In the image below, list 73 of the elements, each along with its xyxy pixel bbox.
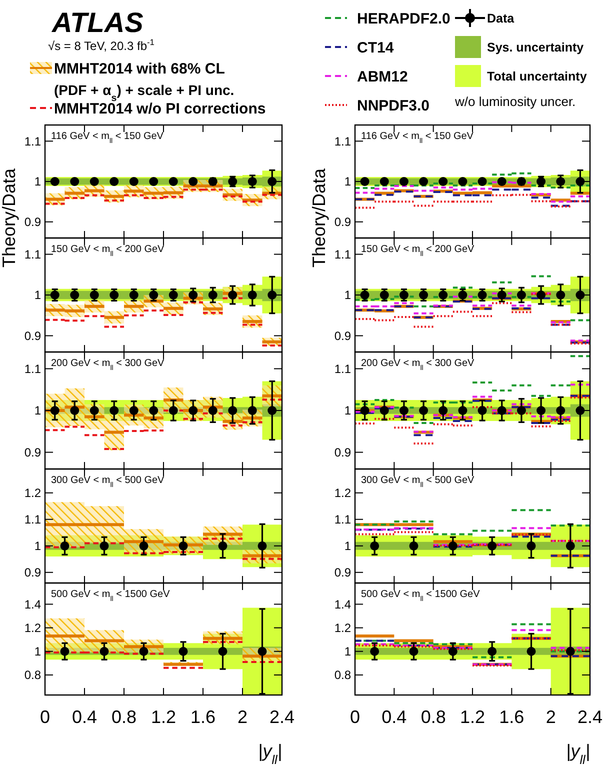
y-axis-title: Theory/Data <box>309 167 329 268</box>
x-tick-label: 2 <box>546 707 556 727</box>
x-tick-label: 0.8 <box>111 707 137 727</box>
text: w/o luminosity uncer. <box>454 94 576 109</box>
legend-label: Data <box>487 11 516 26</box>
y-tick-label: 1.4 <box>24 597 42 612</box>
y-tick-label: 1 <box>344 404 352 418</box>
y-tick-label: 1 <box>344 288 352 302</box>
x-tick-label: 2 <box>237 707 248 727</box>
y-tick-label: 1 <box>344 174 352 189</box>
y-tick-label: 0.9 <box>334 328 352 343</box>
y-tick-label: 1 <box>34 404 42 418</box>
y-tick-label: 1.4 <box>334 597 352 612</box>
annotation: 200 GeV < m$_{ll}$ < 300 GeV <box>51 358 165 372</box>
x-tick-label: 0.4 <box>382 707 407 727</box>
chart-title: ATLAS <box>51 7 144 38</box>
legend-label: NNPDF3.0 <box>357 97 430 114</box>
annotation: 500 GeV < m$_{ll}$ < 1500 GeV <box>361 589 480 602</box>
chart-subtitle: √s = 8 TeV, 20.3 fb$^{-1}$ <box>48 37 155 53</box>
x-tick-label: 0 <box>350 707 360 727</box>
x-tick-label: 0.4 <box>72 707 98 727</box>
annotation: 116 GeV < m$_{ll}$ < 150 GeV <box>361 131 474 144</box>
x-tick-label: 2.4 <box>577 707 603 727</box>
y-tick-label: 1 <box>34 174 42 189</box>
y-tick-label: 0.9 <box>334 215 352 230</box>
legend-label: CT14 <box>357 39 394 56</box>
y-tick-label: 1.1 <box>334 247 352 262</box>
y-tick-label: 0.8 <box>24 668 42 682</box>
y-tick-label: 1.1 <box>334 512 352 527</box>
x-tick-label: 1.6 <box>499 707 524 727</box>
annotation: 500 GeV < m$_{ll}$ < 1500 GeV <box>51 589 170 602</box>
legend-label: HERAPDF2.0 <box>357 10 450 28</box>
y-tick-label: 0.8 <box>334 668 352 682</box>
y-tick-label: 1.2 <box>334 621 352 635</box>
x-tick-label: 0.8 <box>420 707 446 727</box>
annotation: 300 GeV < m$_{ll}$ < 500 GeV <box>51 475 165 488</box>
y-tick-label: 1.1 <box>24 247 42 262</box>
y-axis-title: Theory/Data <box>0 167 19 268</box>
legend-label: ABM12 <box>357 68 408 86</box>
legend-label: Total uncertainty <box>487 69 587 84</box>
annotation: 116 GeV < m$_{ll}$ < 150 GeV <box>51 131 164 144</box>
x-axis-title: |y$_{ll}$| <box>566 741 590 767</box>
x-axis-title: |y$_{ll}$| <box>258 741 282 767</box>
x-tick-label: 1.2 <box>150 707 176 727</box>
y-tick-label: 0.9 <box>334 566 352 580</box>
y-tick-label: 1.1 <box>334 134 352 148</box>
y-tick-label: 1.2 <box>24 486 42 500</box>
y-tick-label: 1 <box>34 644 42 659</box>
x-tick-label: 2.4 <box>269 707 295 727</box>
y-tick-label: 1.1 <box>24 512 42 527</box>
y-tick-label: 0.9 <box>24 215 42 230</box>
y-tick-label: 0.9 <box>24 566 42 580</box>
y-tick-label: 0.9 <box>24 328 42 343</box>
y-tick-label: 1 <box>344 644 352 659</box>
y-tick-label: 1.2 <box>24 621 42 635</box>
annotation: 300 GeV < m$_{ll}$ < 500 GeV <box>361 475 475 488</box>
legend-label: MMHT2014 with 68% CL <box>54 60 225 78</box>
y-tick-label: 0.9 <box>334 445 352 460</box>
x-tick-label: 1.6 <box>190 707 216 727</box>
y-tick-label: 1 <box>34 288 42 302</box>
annotation: 150 GeV < m$_{ll}$ < 200 GeV <box>51 244 165 258</box>
x-tick-label: 1.2 <box>460 707 486 727</box>
annotation: 150 GeV < m$_{ll}$ < 200 GeV <box>361 244 475 258</box>
y-tick-label: 1.1 <box>24 134 42 148</box>
annotation: 200 GeV < m$_{ll}$ < 300 GeV <box>361 358 475 372</box>
y-tick-label: 1 <box>34 539 42 554</box>
legend-label: Sys. uncertainty <box>487 40 584 54</box>
y-tick-label: 1 <box>344 539 352 554</box>
x-tick-label: 0 <box>40 707 50 727</box>
y-tick-label: 1.1 <box>24 362 42 376</box>
y-tick-label: 1.2 <box>334 486 352 500</box>
y-tick-label: 0.9 <box>24 445 42 460</box>
y-tick-label: 1.1 <box>334 362 352 376</box>
